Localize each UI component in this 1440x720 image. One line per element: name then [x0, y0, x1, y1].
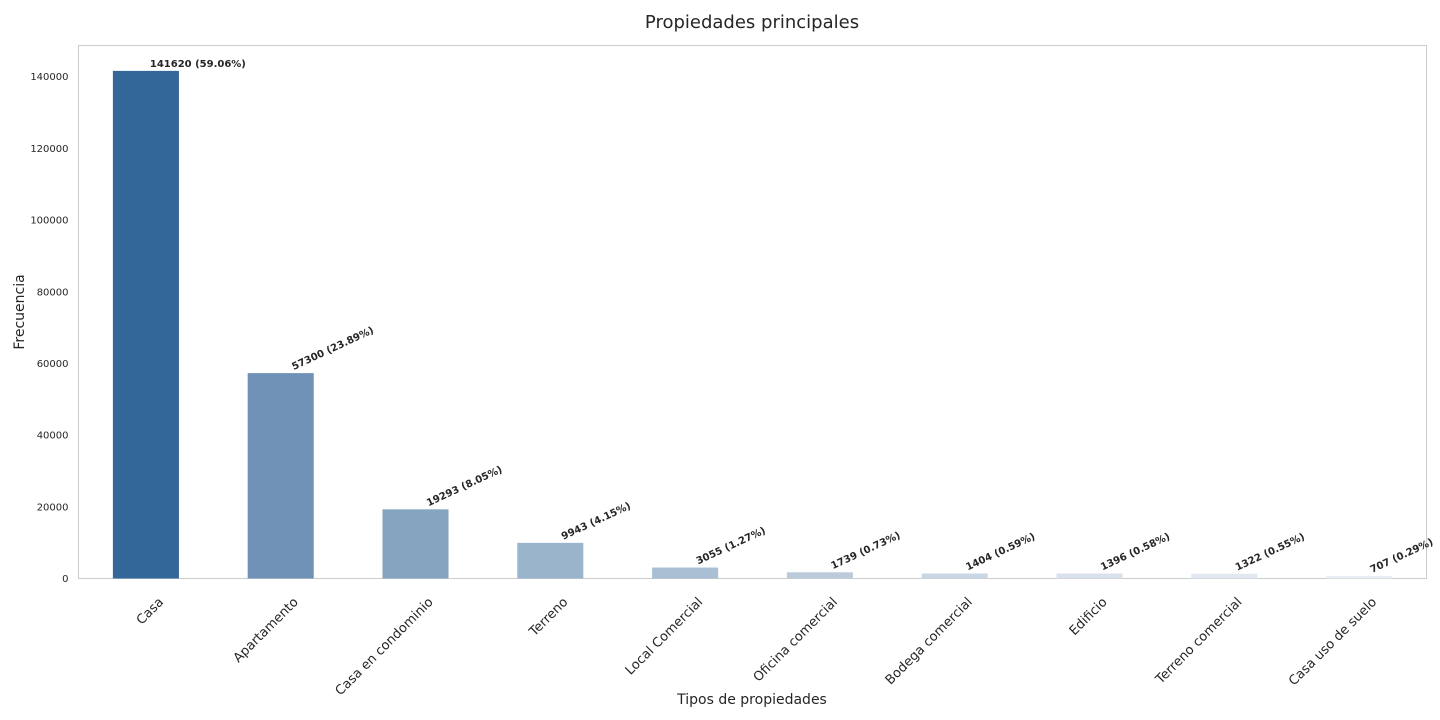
- bar: [112, 70, 179, 579]
- bar: [921, 573, 988, 579]
- x-tick-label: Terreno: [526, 595, 571, 640]
- y-tick-label: 120000: [30, 144, 68, 155]
- bar: [247, 373, 314, 579]
- y-tick-label: 140000: [30, 72, 68, 83]
- chart-title: Propiedades principales: [645, 12, 859, 33]
- y-axis-label: Frecuencia: [12, 274, 28, 349]
- x-tick-label: Terreno comercial: [1152, 595, 1245, 688]
- bar: [1191, 573, 1258, 579]
- x-tick-label: Bodega comercial: [883, 595, 976, 688]
- x-axis-ticks: Casa Apartamento Casa en condominio Terreno…: [134, 595, 1380, 699]
- bars: [112, 70, 1393, 579]
- bar: [1326, 575, 1393, 579]
- x-tick-label: Casa: [134, 595, 167, 628]
- y-tick-label: 40000: [37, 431, 69, 442]
- y-tick-label: 20000: [37, 502, 69, 513]
- bar: [786, 572, 853, 579]
- y-tick-label: 0: [62, 574, 68, 585]
- x-tick-label: Casa en condominio: [333, 595, 437, 699]
- x-tick-label: Apartamento: [231, 595, 302, 666]
- x-tick-label: Local Comercial: [623, 595, 706, 678]
- x-tick-label: Edificio: [1067, 595, 1111, 639]
- x-tick-label: Oficina comercial: [751, 595, 841, 685]
- bar: [652, 567, 719, 579]
- y-axis-ticks: 0 20000 40000 60000 80000 100000 120000 140000: [30, 72, 68, 585]
- bar-value-label: 141620 (59.06%): [150, 59, 246, 70]
- bar: [517, 542, 584, 579]
- bar: [1056, 573, 1123, 579]
- x-axis-label: Tipos de propiedades: [676, 692, 827, 708]
- y-tick-label: 60000: [37, 359, 69, 370]
- x-tick-label: Casa uso de suelo: [1286, 595, 1380, 689]
- bar: [382, 509, 449, 579]
- y-tick-label: 80000: [37, 287, 69, 298]
- y-tick-label: 100000: [30, 216, 68, 227]
